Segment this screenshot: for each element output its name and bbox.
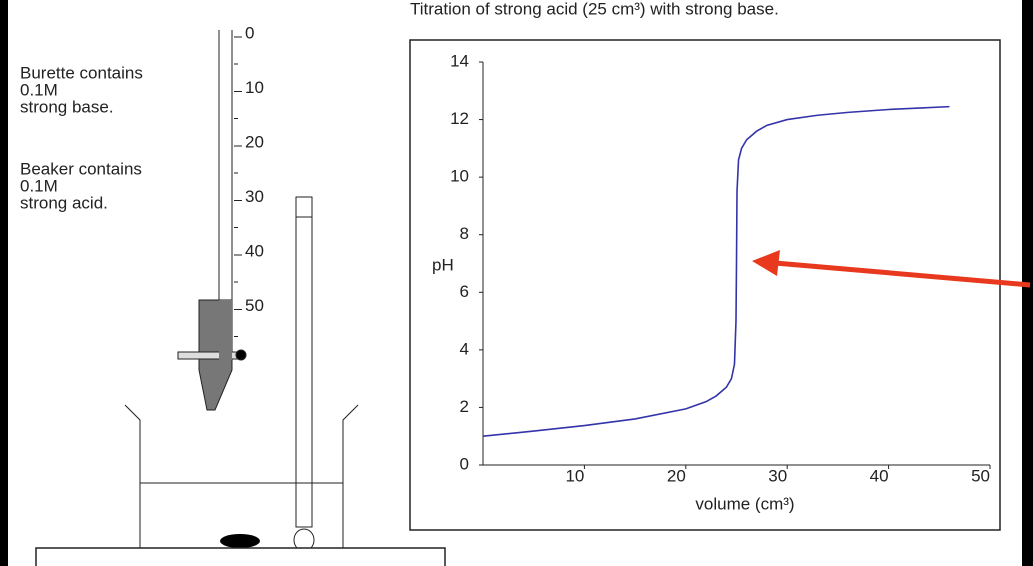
burette-label: Burette contains <box>20 63 143 82</box>
burette-scale-label: 20 <box>245 132 264 151</box>
burette <box>177 30 247 411</box>
annotation-arrow <box>752 250 1031 288</box>
stirrer <box>220 534 260 548</box>
burette-label: 0.1M <box>20 80 58 99</box>
beaker-label: 0.1M <box>20 176 58 195</box>
burette-scale-label: 30 <box>245 187 264 206</box>
burette-scale-label: 10 <box>245 78 264 97</box>
x-tick-label: 30 <box>768 466 787 485</box>
burette-scale-label: 0 <box>245 23 254 42</box>
beaker-label: Beaker contains <box>20 159 142 178</box>
burette-scale-label: 50 <box>245 296 264 315</box>
y-axis-label: pH <box>432 255 454 274</box>
y-tick-label: 0 <box>460 454 469 473</box>
stirrer-box <box>35 547 446 566</box>
y-tick-label: 12 <box>450 109 469 128</box>
x-tick-label: 20 <box>667 466 686 485</box>
beaker <box>124 404 359 566</box>
y-tick-label: 10 <box>450 167 469 186</box>
burette-label: strong base. <box>20 97 114 116</box>
x-tick-label: 10 <box>565 466 584 485</box>
y-tick-label: 4 <box>460 339 469 358</box>
y-tick-label: 6 <box>460 282 469 301</box>
beaker-label: strong acid. <box>20 193 108 212</box>
curve <box>482 105 950 438</box>
burette-scale-label: 40 <box>245 241 264 260</box>
x-tick-label: 40 <box>870 466 889 485</box>
y-tick-label: 14 <box>450 51 469 70</box>
x-axis-label: volume (cm³) <box>695 494 794 513</box>
y-tick-label: 2 <box>460 397 469 416</box>
chart-title: Titration of strong acid (25 cm³) with s… <box>410 0 779 18</box>
y-tick-label: 8 <box>460 224 469 243</box>
x-tick-label: 50 <box>971 466 990 485</box>
plot-frame <box>409 39 1001 531</box>
